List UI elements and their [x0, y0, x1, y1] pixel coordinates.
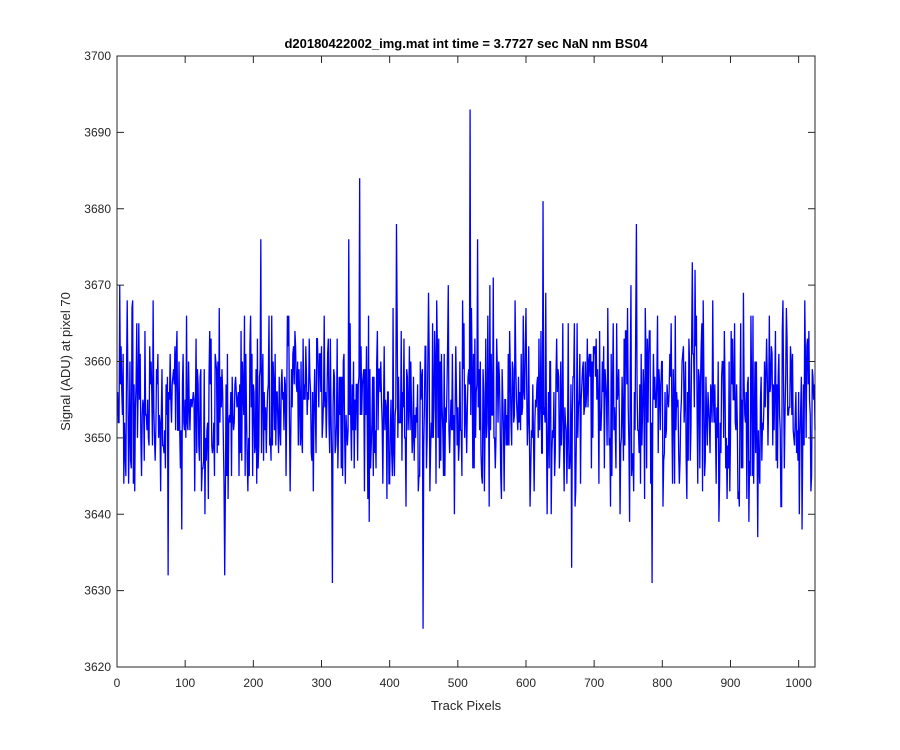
x-tick-label: 200 [243, 676, 263, 690]
x-tick-label: 900 [720, 676, 740, 690]
x-tick-label: 700 [584, 676, 604, 690]
x-tick-label: 600 [516, 676, 536, 690]
y-tick-label: 3650 [84, 431, 111, 445]
x-tick-label: 1000 [785, 676, 812, 690]
series-layer [117, 109, 816, 629]
plot-area [117, 56, 815, 667]
y-axis-label: Signal (ADU) at pixel 70 [58, 292, 73, 431]
chart-title: d20180422002_img.mat int time = 3.7727 s… [284, 36, 648, 51]
y-tick-label: 3680 [84, 202, 111, 216]
x-tick-label: 100 [175, 676, 195, 690]
series-line [117, 109, 816, 629]
y-tick-label: 3670 [84, 278, 111, 292]
y-tick-label: 3630 [84, 584, 111, 598]
y-tick-label: 3700 [84, 49, 111, 63]
tick-layer: 0 100 200 300 400 500 600 700 800 900 1000 3620 3630… [84, 49, 815, 690]
x-tick-label: 500 [448, 676, 468, 690]
x-axis-label: Track Pixels [431, 698, 502, 713]
x-tick-label: 800 [652, 676, 672, 690]
y-tick-label: 3660 [84, 355, 111, 369]
x-tick-label: 0 [114, 676, 121, 690]
y-tick-label: 3620 [84, 660, 111, 674]
x-tick-label: 400 [380, 676, 400, 690]
x-tick-label: 300 [311, 676, 331, 690]
y-tick-label: 3690 [84, 125, 111, 139]
y-tick-label: 3640 [84, 507, 111, 521]
